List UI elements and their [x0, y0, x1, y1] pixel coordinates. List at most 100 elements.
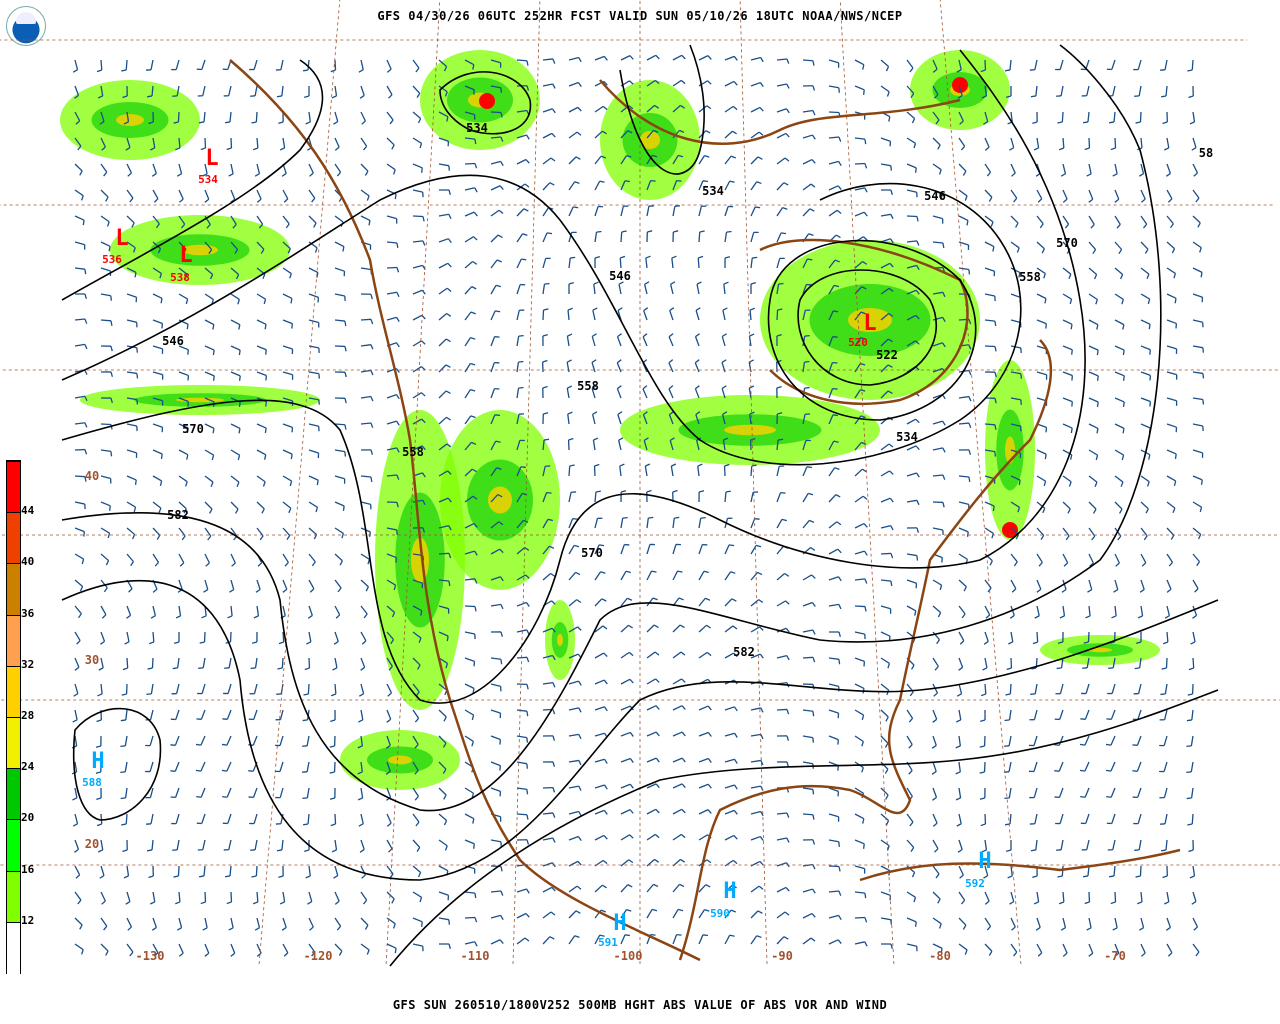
wind-barb — [1159, 735, 1168, 747]
wind-barb — [1081, 85, 1090, 97]
wind-barb — [308, 371, 321, 379]
wind-barb — [251, 111, 258, 124]
wind-barb — [1088, 293, 1098, 305]
wind-barb — [1112, 917, 1118, 931]
wind-barb — [1010, 163, 1016, 177]
wind-barb — [1192, 553, 1201, 567]
wind-barb — [253, 605, 260, 619]
wind-barb — [438, 943, 451, 949]
wind-barb — [334, 371, 347, 378]
wind-barb — [802, 466, 812, 477]
wind-barb — [1134, 657, 1142, 670]
wind-barb — [72, 787, 78, 801]
wind-barb — [334, 267, 346, 277]
wind-barb — [200, 137, 207, 151]
wind-barb — [802, 134, 816, 140]
wind-barb — [1054, 761, 1064, 772]
wind-barb — [672, 808, 686, 815]
wind-barb — [828, 185, 842, 191]
wind-barb — [542, 412, 549, 425]
wind-barb — [592, 437, 599, 451]
wind-barb — [1140, 475, 1150, 487]
wind-barb — [100, 917, 108, 931]
wind-barb — [1192, 293, 1204, 303]
wind-barb — [204, 501, 213, 514]
wind-barb — [854, 813, 865, 824]
wind-barb — [74, 631, 81, 645]
wind-barb — [828, 209, 842, 217]
wind-barb — [334, 397, 347, 404]
wind-barb — [776, 708, 790, 715]
wind-barb — [984, 917, 992, 931]
wind-barb — [178, 293, 189, 305]
wind-barb — [1114, 501, 1123, 514]
wind-barb — [303, 59, 310, 72]
wind-barb — [1164, 605, 1171, 619]
wind-barb — [438, 891, 450, 901]
wind-barb — [880, 579, 893, 587]
wind-barb — [1062, 319, 1073, 330]
wind-barb — [646, 783, 660, 789]
wind-barb — [360, 657, 366, 671]
wind-barb — [932, 447, 946, 453]
wind-barb — [152, 319, 164, 329]
wind-barb — [568, 206, 579, 217]
wind-barb — [145, 787, 154, 799]
wind-barb — [750, 464, 757, 477]
wind-barb — [1010, 943, 1018, 957]
wind-barb — [616, 385, 622, 399]
wind-barb — [802, 413, 811, 425]
wind-barb — [1032, 111, 1038, 125]
wind-barb — [750, 935, 762, 945]
wind-barb — [802, 574, 816, 581]
wind-barb — [330, 813, 337, 827]
wind-barb — [568, 131, 582, 139]
wind-barb — [516, 912, 530, 919]
wind-barb — [490, 160, 504, 166]
wind-barb — [802, 787, 815, 795]
wind-barb — [958, 395, 972, 402]
wind-barb — [802, 309, 811, 321]
wind-barb — [696, 281, 702, 295]
wind-barb — [542, 108, 556, 114]
wind-barb — [1088, 553, 1094, 567]
wind-barb — [276, 839, 284, 852]
wind-barb — [124, 631, 130, 645]
wind-barb — [490, 735, 501, 745]
wind-barb — [490, 467, 502, 477]
wind-barb — [749, 437, 756, 451]
wind-barb — [1060, 917, 1067, 931]
wind-barb — [984, 553, 993, 566]
wind-barb — [984, 267, 996, 277]
wind-barb — [542, 761, 556, 767]
wind-barb — [386, 917, 396, 929]
vorticity-area — [724, 424, 776, 436]
wind-barb — [1036, 189, 1043, 203]
wind-barb — [724, 909, 737, 919]
wind-barb — [334, 475, 346, 484]
wind-barb — [204, 267, 214, 280]
wind-barb — [516, 761, 529, 769]
wind-barb — [438, 525, 452, 531]
wind-barb — [146, 85, 154, 98]
wind-barb — [620, 884, 633, 893]
wind-barb — [360, 891, 368, 905]
wind-barb — [880, 525, 894, 531]
wind-barb — [278, 865, 284, 879]
wind-barb — [724, 80, 738, 87]
wind-barbs — [71, 54, 1205, 957]
wind-barb — [906, 891, 917, 903]
wind-barb — [438, 416, 452, 425]
wind-barb — [958, 631, 965, 645]
wind-barb — [95, 735, 102, 748]
wind-barb — [1062, 475, 1072, 487]
wind-barb — [152, 267, 163, 279]
wind-barb — [176, 917, 183, 931]
wind-barb — [223, 683, 232, 695]
wind-barb — [334, 449, 347, 457]
wind-barb — [490, 85, 502, 93]
colorbar-segment — [7, 717, 20, 770]
wind-barb — [646, 678, 660, 685]
wind-barb — [1106, 787, 1116, 798]
wind-barb — [196, 813, 206, 825]
